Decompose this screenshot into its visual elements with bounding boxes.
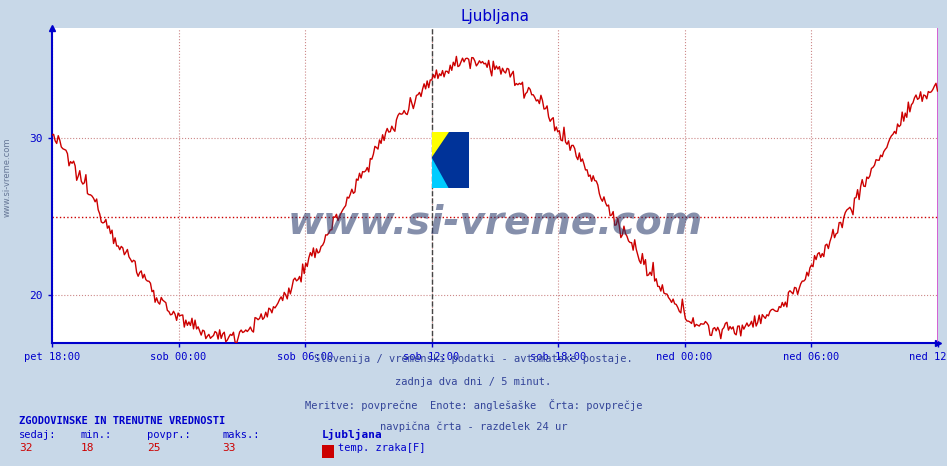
Text: 33: 33 [223, 443, 236, 453]
Text: www.si-vreme.com: www.si-vreme.com [287, 204, 703, 242]
Text: temp. zraka[F]: temp. zraka[F] [338, 443, 425, 453]
Text: 32: 32 [19, 443, 32, 453]
Text: www.si-vreme.com: www.si-vreme.com [3, 137, 12, 217]
Text: sedaj:: sedaj: [19, 431, 57, 440]
Text: 18: 18 [80, 443, 94, 453]
Text: 25: 25 [147, 443, 160, 453]
Text: min.:: min.: [80, 431, 112, 440]
Text: povpr.:: povpr.: [147, 431, 190, 440]
Title: Ljubljana: Ljubljana [460, 9, 529, 24]
Text: zadnja dva dni / 5 minut.: zadnja dva dni / 5 minut. [396, 377, 551, 386]
Text: navpična črta - razdelek 24 ur: navpična črta - razdelek 24 ur [380, 421, 567, 432]
Text: maks.:: maks.: [223, 431, 260, 440]
Polygon shape [432, 158, 449, 188]
Text: Slovenija / vremenski podatki - avtomatske postaje.: Slovenija / vremenski podatki - avtomats… [314, 354, 633, 364]
Polygon shape [432, 132, 470, 188]
Text: Meritve: povprečne  Enote: anglešaške  Črta: povprečje: Meritve: povprečne Enote: anglešaške Črt… [305, 399, 642, 411]
Text: ZGODOVINSKE IN TRENUTNE VREDNOSTI: ZGODOVINSKE IN TRENUTNE VREDNOSTI [19, 417, 225, 426]
Text: Ljubljana: Ljubljana [322, 429, 383, 440]
Polygon shape [432, 132, 449, 158]
